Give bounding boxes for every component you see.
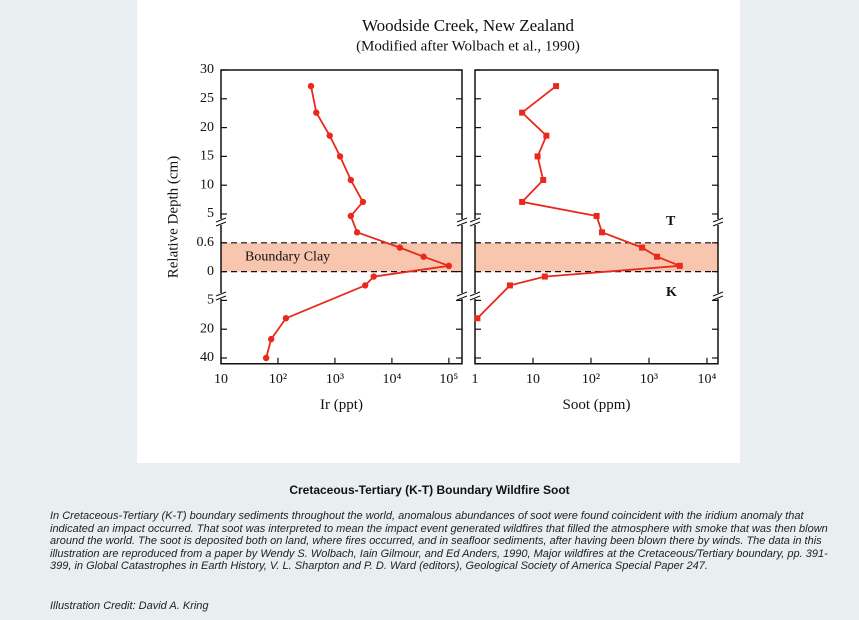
data-line — [265, 85, 450, 359]
axis-break — [471, 293, 479, 299]
data-line — [476, 85, 681, 319]
data-point — [593, 212, 600, 219]
axis-break — [712, 291, 724, 297]
data-point — [313, 109, 320, 116]
data-point — [362, 282, 369, 289]
data-point — [326, 132, 333, 139]
figure: Woodside Creek, New Zealand (Modified af… — [137, 0, 740, 463]
data-point — [519, 109, 526, 116]
data-point — [506, 282, 513, 289]
y-tick-label: 25 — [200, 91, 214, 106]
x-tick-label: 10 — [526, 372, 540, 387]
data-point — [540, 177, 547, 184]
data-point — [420, 253, 427, 260]
axis-break — [469, 217, 481, 223]
y-tick-label: 15 — [200, 149, 214, 164]
data-point — [396, 244, 404, 251]
data-point — [474, 315, 481, 322]
data-point — [336, 153, 344, 160]
axis-break — [217, 293, 225, 299]
x-tick-label: 1 — [472, 372, 479, 387]
data-point — [519, 198, 526, 205]
data-point — [307, 82, 315, 90]
axis-break — [458, 293, 466, 299]
axis-break — [469, 221, 481, 227]
data-point — [282, 315, 290, 322]
data-point — [347, 176, 355, 184]
x-tick-label: 10⁴ — [698, 372, 717, 387]
axis-break — [458, 219, 466, 225]
axis-break — [456, 291, 468, 297]
axis-break — [217, 219, 225, 225]
data-point — [445, 262, 453, 270]
data-point — [359, 198, 367, 206]
x-tick-label: 10 — [214, 372, 228, 387]
y-tick-label: 0.6 — [197, 235, 215, 250]
axis-break — [215, 217, 227, 223]
caption-credit: Illustration Credit: David A. Kring — [50, 600, 209, 612]
x-tick-label: 10⁴ — [382, 372, 401, 387]
y-tick-label: 5 — [207, 293, 214, 308]
axis-break — [469, 291, 481, 297]
axis-break — [215, 295, 227, 301]
data-point — [543, 132, 550, 139]
y-tick-label: 10 — [200, 177, 214, 192]
x-tick-label: 10³ — [640, 372, 658, 387]
band-label: Boundary Clay — [245, 249, 330, 264]
axis-break — [456, 295, 468, 301]
chart-subtitle: (Modified after Wolbach et al., 1990) — [356, 38, 580, 54]
y-tick-label: 20 — [200, 120, 214, 135]
axis-break — [456, 217, 468, 223]
x-tick-label: 10² — [269, 372, 287, 387]
x-tick-label: 10⁵ — [439, 372, 458, 387]
x-axis-label: Soot (ppm) — [563, 397, 631, 413]
x-tick-label: 10² — [582, 372, 600, 387]
plot-frame — [474, 69, 719, 365]
data-point — [262, 354, 270, 362]
data-point — [353, 229, 361, 236]
axis-break — [712, 217, 724, 223]
y-tick-label: 5 — [207, 206, 214, 221]
data-point — [370, 273, 377, 280]
caption-text: In Cretaceous-Tertiary (K-T) boundary se… — [50, 510, 828, 572]
y-tick-label: 0 — [207, 264, 214, 279]
axis-break — [714, 219, 722, 225]
axis-break — [712, 295, 724, 301]
axis-break — [215, 221, 227, 227]
chart-title: Woodside Creek, New Zealand — [362, 16, 575, 35]
annotation: K — [666, 285, 677, 300]
data-point — [347, 212, 355, 220]
axis-break — [471, 219, 479, 225]
y-tick-label: 40 — [200, 350, 214, 365]
y-tick-label: 20 — [200, 321, 214, 336]
data-point — [534, 153, 541, 160]
axis-break — [456, 221, 468, 227]
y-axis-label: Relative Depth (cm) — [165, 156, 181, 278]
axis-break — [469, 295, 481, 301]
axis-break — [215, 291, 227, 297]
data-point — [267, 335, 275, 343]
data-point — [654, 253, 661, 260]
x-tick-label: 10³ — [326, 372, 344, 387]
data-point — [639, 244, 646, 251]
plot-frame — [220, 69, 463, 365]
caption-title: Cretaceous-Tertiary (K-T) Boundary Wildf… — [289, 483, 570, 497]
figure-bg — [137, 0, 740, 463]
axis-break — [712, 221, 724, 227]
x-axis-label: Ir (ppt) — [320, 397, 363, 413]
data-point — [599, 229, 606, 236]
data-point — [541, 273, 548, 280]
data-point — [676, 262, 683, 269]
y-tick-label: 30 — [200, 62, 214, 77]
data-point — [553, 83, 560, 90]
axis-break — [714, 293, 722, 299]
annotation: T — [666, 214, 676, 229]
